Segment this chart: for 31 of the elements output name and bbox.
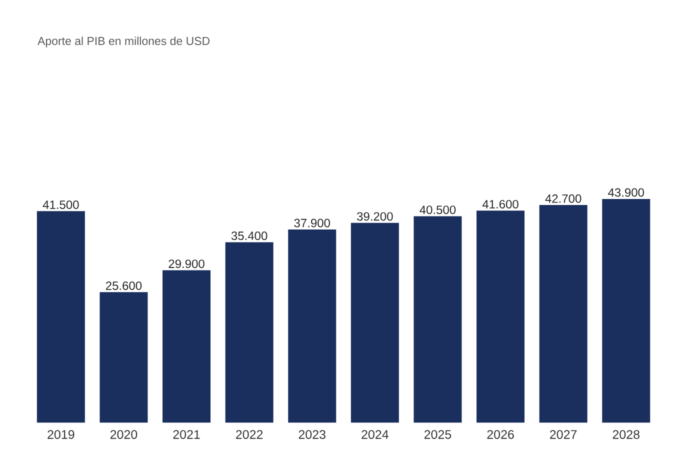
x-tick-label: 2027 [550,430,577,439]
bar [36,211,85,423]
data-label: 41.500 [42,200,79,209]
bar [350,222,399,423]
x-tick-label: 2025 [424,430,452,439]
data-label: 39.200 [357,212,393,221]
data-label: 40.500 [420,206,456,214]
data-label: 35.400 [231,232,268,240]
bar [414,216,462,423]
data-label: 41.600 [482,200,518,208]
x-tick-label: 2021 [173,430,200,439]
data-label: 25.600 [106,281,142,290]
bar [162,270,211,423]
x-tick-label: 2028 [612,430,640,439]
x-tick-label: 2023 [298,430,326,439]
x-tick-label: 2026 [487,430,514,439]
bar [225,242,274,423]
bar [539,205,588,423]
x-tick-label: 2019 [48,430,74,439]
bar [602,198,650,423]
bar [476,210,525,423]
x-tick-label: 2022 [236,430,263,439]
bar [100,292,148,423]
data-label: 43.900 [608,188,644,197]
data-label: 29.900 [168,260,204,268]
data-label: 37.900 [294,218,330,228]
x-tick-label: 2024 [362,430,388,439]
x-tick-label: 2020 [110,430,138,439]
data-label: 42.700 [545,194,582,203]
bar [288,230,336,423]
chart-title: Aporte al PIB en millones de USD [38,36,210,48]
